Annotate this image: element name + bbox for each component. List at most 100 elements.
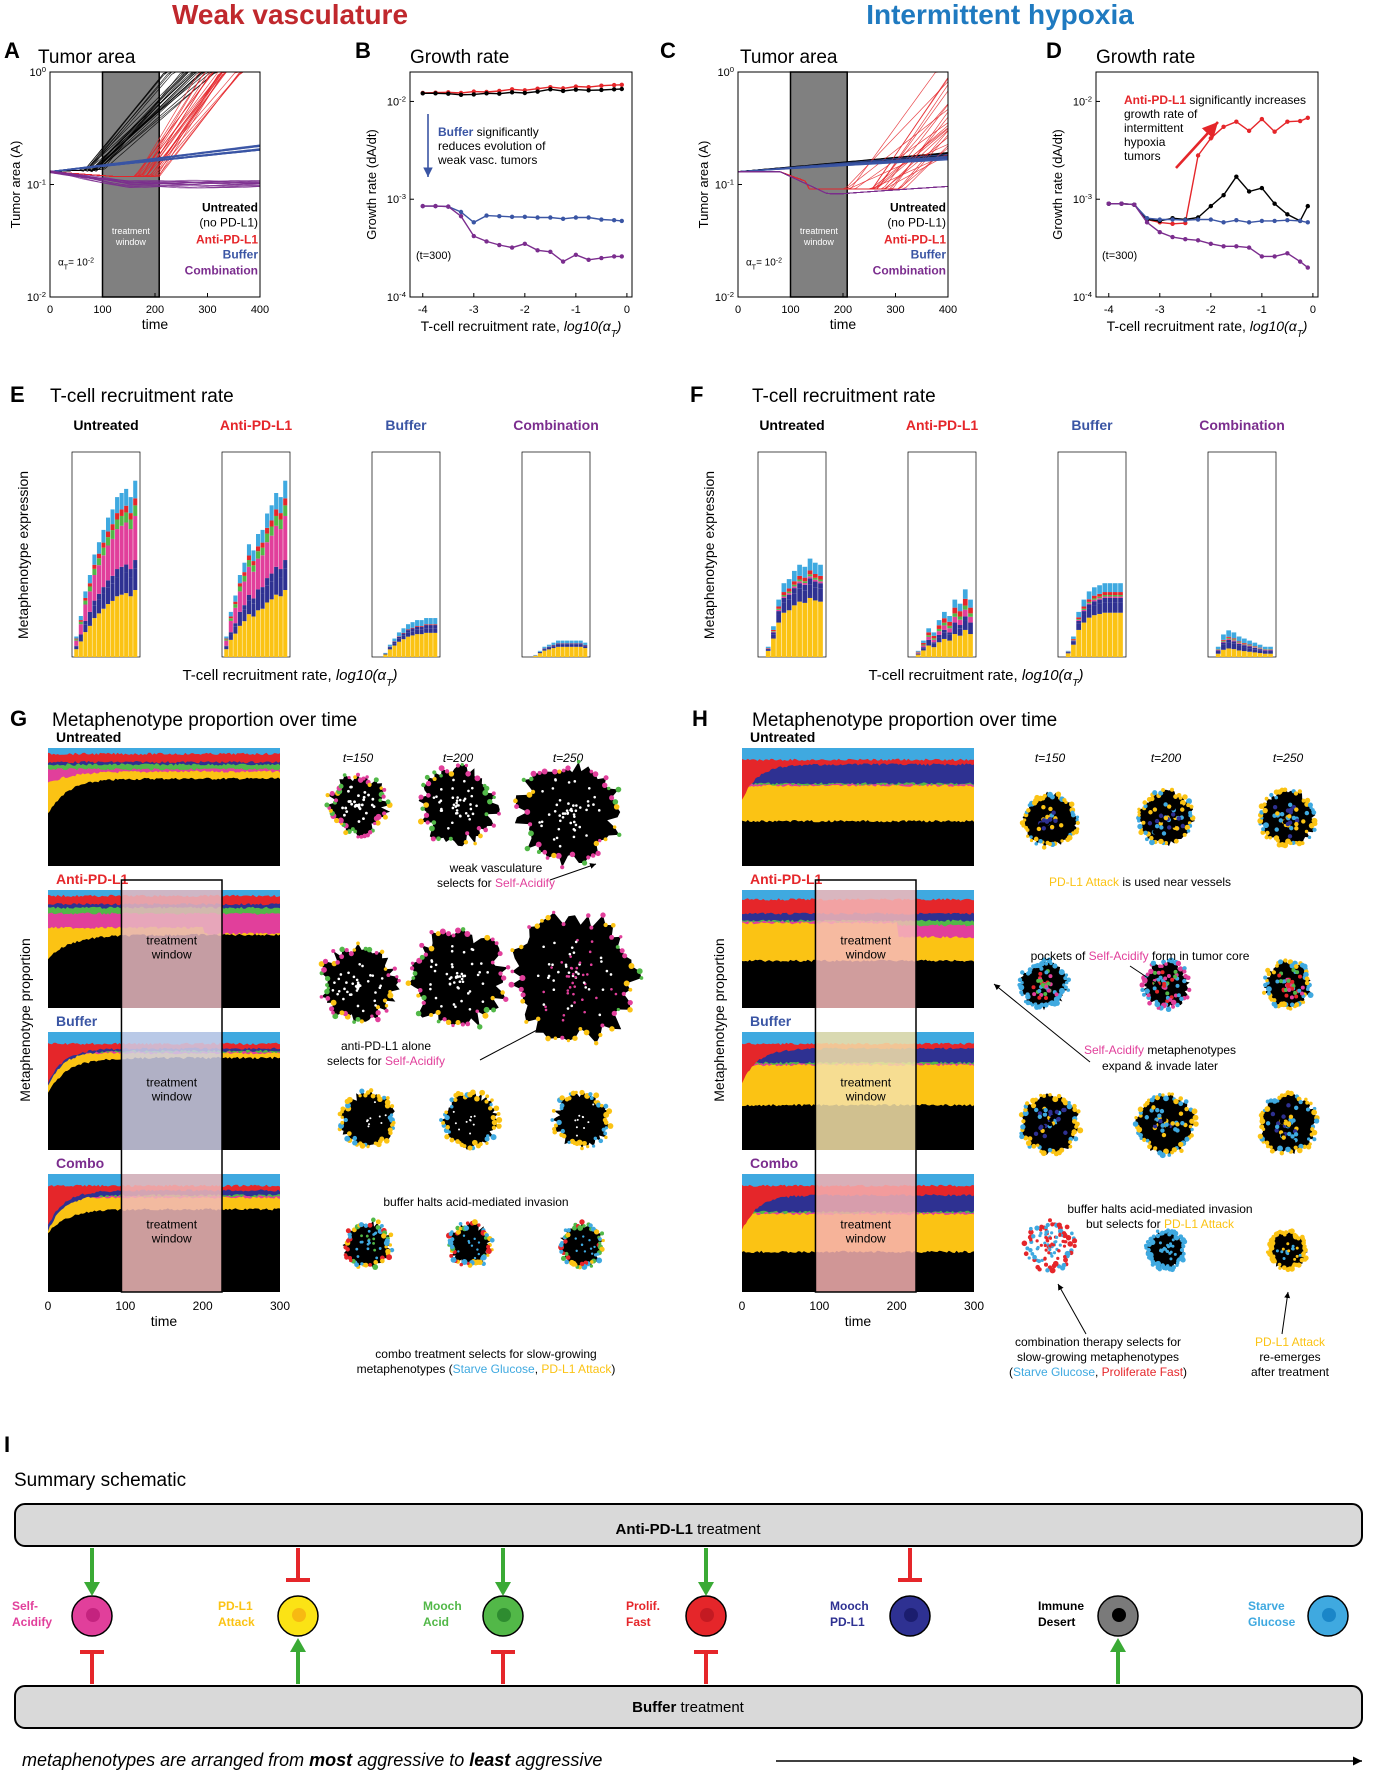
tumor-cell <box>429 987 432 991</box>
tumor-cell <box>1290 1134 1295 1139</box>
tumor-rim-cell <box>484 785 490 792</box>
tumor-rim-cell <box>387 1115 393 1121</box>
tumor-rim-cell <box>385 799 391 805</box>
tumor-rim-cell <box>1137 807 1141 811</box>
tumor-cell <box>1175 1128 1180 1133</box>
tumor-rim-cell <box>483 827 489 833</box>
bar-segment <box>1071 638 1076 640</box>
tumor-rim-cell <box>465 831 470 836</box>
bar-segment <box>1236 636 1242 642</box>
tumor-cell <box>1169 1257 1173 1261</box>
data-point <box>548 87 553 92</box>
tumor-rim-cell <box>1269 1145 1273 1149</box>
tumor-cell <box>581 998 584 1002</box>
bar-segment <box>546 644 552 647</box>
tumor-cell <box>455 809 459 812</box>
tumor-body <box>321 943 400 1022</box>
tumor-cell <box>1156 977 1161 982</box>
tumor-cell <box>610 987 613 991</box>
tumor-rim-cell <box>1188 813 1193 818</box>
tumor-cell <box>1044 811 1049 816</box>
tumor-rim-cell <box>491 823 496 828</box>
bar-segment <box>952 616 958 623</box>
bar-segment <box>224 645 229 647</box>
tumor-cell <box>452 803 456 807</box>
y-tick-label: 10-4 <box>1073 290 1093 305</box>
tumor-rim-cell <box>559 1095 565 1101</box>
bar-segment <box>96 553 102 559</box>
tumor-cell <box>1043 992 1048 997</box>
data-point <box>535 89 540 94</box>
tumor-cell <box>450 949 454 953</box>
tumor-rim-cell <box>1024 825 1029 830</box>
tumor-rim-cell <box>1307 1137 1311 1141</box>
y-axis-label: Tumor area (A) <box>8 141 23 229</box>
tumor-rim-cell <box>1137 1106 1144 1113</box>
tumor-cell <box>457 1250 460 1253</box>
label-part: -2 <box>1085 94 1092 103</box>
legend-combination: Combination <box>873 264 946 278</box>
tumor-cell <box>582 981 586 984</box>
tumor-cell <box>575 970 578 974</box>
tumor-rim-cell <box>527 925 531 929</box>
header-weak: Weak vasculature <box>172 0 408 30</box>
tumor-cell <box>343 987 346 991</box>
tumor-rim-cell <box>405 980 412 987</box>
tumor-rim-cell <box>1174 1235 1180 1241</box>
bar-segment <box>947 616 952 622</box>
tumor-rim-cell <box>1296 840 1303 847</box>
tumor-cell <box>433 969 437 973</box>
proportion-charts-g: UntreatedAnti-PD-L1BufferCombotreatmentw… <box>17 729 644 1376</box>
tumor-rim-cell <box>1311 1109 1318 1116</box>
series-line <box>1108 175 1309 222</box>
tumor-rim-cell <box>497 811 501 816</box>
tumor-rim-cell <box>497 951 503 957</box>
tumor-cell <box>1291 968 1296 973</box>
tumor-rim-cell <box>1042 793 1047 798</box>
tumor-rim-cell <box>390 1104 395 1109</box>
bar-segment <box>92 564 97 569</box>
tumor-rim-cell <box>589 1260 594 1264</box>
tumor-rim-cell <box>352 1020 356 1024</box>
tumor-rim-cell <box>368 1088 374 1093</box>
tumor-cell <box>378 1247 382 1250</box>
tumor-cell <box>337 989 341 993</box>
tumor-cell <box>568 986 572 989</box>
tumor-rim-cell <box>365 775 369 779</box>
tumor-rim-cell <box>423 812 430 818</box>
tumor-rim-cell <box>324 975 331 982</box>
tumor-cell <box>1042 1133 1047 1139</box>
tumor-rim-cell <box>1024 1101 1030 1106</box>
tumor-rim-cell <box>392 966 397 971</box>
tumor-cell <box>1153 1132 1158 1137</box>
bar-segment <box>1076 617 1082 620</box>
tumor-rim-cell <box>1273 835 1280 841</box>
tumor-cell <box>470 1115 473 1118</box>
tumor-cell <box>572 992 575 996</box>
tumor-cell <box>1281 1114 1286 1119</box>
data-point <box>1221 244 1226 249</box>
bar-segment <box>283 505 288 516</box>
tumor-rim-cell <box>332 1013 339 1020</box>
bar-segment <box>551 642 556 645</box>
tumor-cell <box>353 800 356 804</box>
panel-title-e: T-cell recruitment rate <box>50 386 234 407</box>
tumor-rim-cell <box>537 770 542 775</box>
bar-segment <box>274 515 279 526</box>
tumor-cell <box>465 1120 468 1123</box>
tumor-cell <box>562 1013 566 1017</box>
tumor-cell <box>1151 1105 1156 1110</box>
tumor-rim-cell <box>455 763 461 768</box>
tumor-rim-cell <box>1056 1093 1062 1099</box>
y-axis-label: Tumor area (A) <box>696 141 711 229</box>
tumor-rim-cell <box>559 1103 565 1108</box>
tumor-cell <box>1044 1235 1048 1240</box>
tumor-rim-cell <box>1147 1144 1152 1150</box>
tumor-cell <box>451 806 455 810</box>
tumor-rim-cell <box>1143 804 1148 809</box>
tumor-cell <box>1289 995 1294 1000</box>
bar-segment <box>119 575 124 595</box>
tumor-cell <box>575 966 579 970</box>
tumor-rim-cell <box>581 1140 587 1146</box>
tumor-cell <box>454 812 458 815</box>
